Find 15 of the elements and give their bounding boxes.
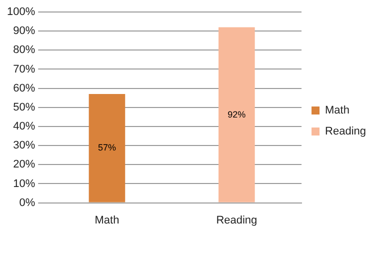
- y-tick-label: 60%: [13, 82, 36, 94]
- y-tick-label: 30%: [13, 140, 36, 152]
- y-tick-label: 40%: [13, 120, 36, 133]
- y-tick-label: 100%: [6, 6, 36, 18]
- y-tick-label: 20%: [13, 158, 36, 171]
- y-tick-label: 80%: [13, 44, 36, 56]
- y-tick-label: 90%: [13, 25, 36, 38]
- legend-label: Reading: [325, 126, 366, 138]
- y-tick-label: 0%: [19, 196, 36, 209]
- y-tick-label: 10%: [13, 178, 36, 190]
- y-tick-label: 70%: [13, 63, 36, 76]
- y-tick-label: 50%: [13, 101, 36, 114]
- data-label: 92%: [228, 109, 246, 120]
- legend-label: Math: [325, 104, 350, 117]
- data-label: 57%: [98, 142, 116, 153]
